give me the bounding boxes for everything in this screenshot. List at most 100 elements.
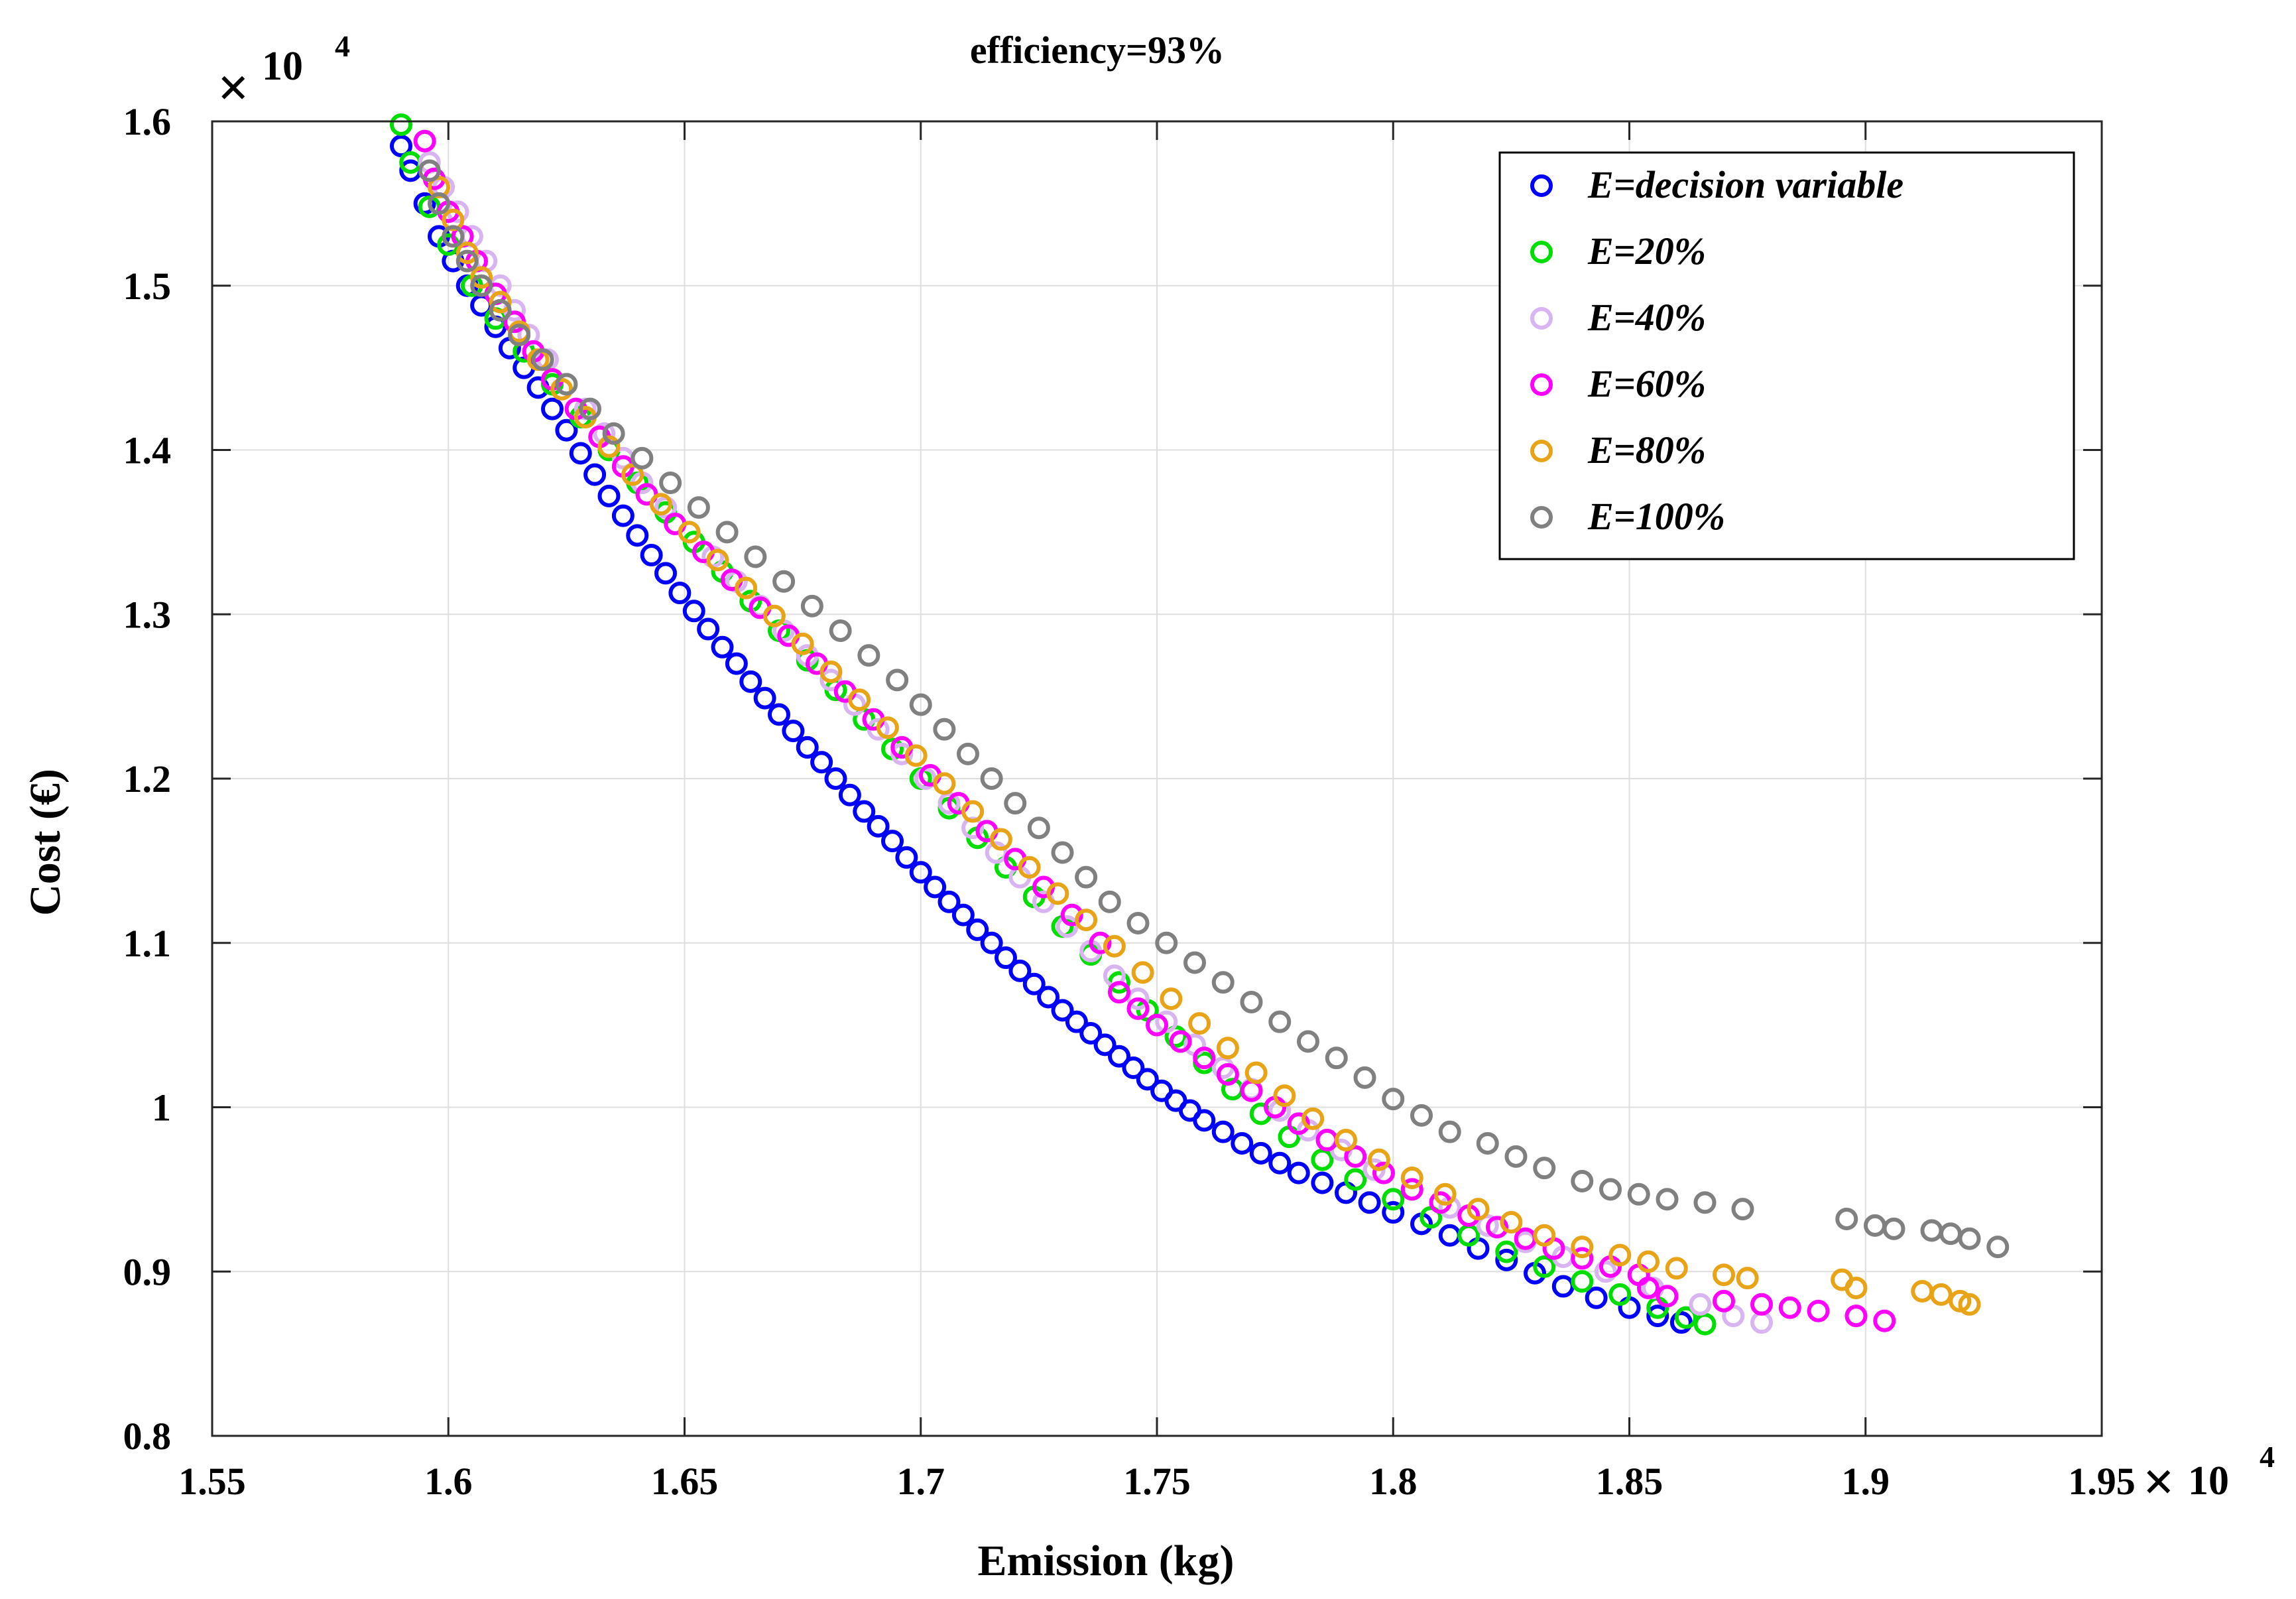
data-point: [428, 192, 450, 215]
y-tick-label: 1.4: [123, 429, 172, 472]
data-point: [455, 241, 479, 265]
y-tick-label: 1: [152, 1086, 171, 1129]
data-point: [810, 751, 833, 774]
data-point: [1533, 1224, 1556, 1247]
data-point: [1244, 1061, 1268, 1084]
data-point: [1183, 951, 1206, 974]
data-point: [1268, 1151, 1292, 1175]
data-point: [1126, 997, 1150, 1020]
data-point: [1656, 1285, 1679, 1308]
data-point: [1004, 792, 1027, 815]
data-point: [904, 744, 928, 767]
data-point: [895, 846, 918, 869]
y-tick-label: 0.9: [123, 1250, 172, 1293]
x-tick-label: 1.75: [1123, 1460, 1191, 1503]
x-exponent-power: 4: [2260, 1440, 2275, 1474]
x-tick-label: 1.85: [1596, 1460, 1663, 1503]
data-point: [762, 604, 786, 627]
data-point: [1504, 1145, 1528, 1168]
data-point: [735, 576, 758, 600]
data-point: [1311, 1171, 1334, 1194]
data-point: [1594, 1260, 1617, 1283]
data-point: [1433, 1183, 1457, 1206]
data-point: [1400, 1178, 1423, 1201]
data-point: [1211, 1120, 1235, 1143]
data-point: [508, 324, 531, 347]
data-point: [390, 135, 412, 158]
data-point: [1665, 1257, 1688, 1280]
data-point: [1571, 1270, 1594, 1293]
y-axis-title: Cost (€): [21, 769, 70, 916]
data-point: [961, 800, 985, 823]
data-point: [1599, 1178, 1622, 1201]
data-point: [470, 274, 493, 297]
data-point: [995, 946, 1017, 970]
data-point: [857, 644, 880, 667]
data-point: [1382, 1188, 1405, 1211]
data-point: [1353, 1066, 1376, 1089]
data-point: [611, 504, 634, 527]
legend-label: E=60%: [1587, 362, 1706, 405]
data-point: [1103, 934, 1126, 958]
data-point: [1736, 1267, 1759, 1290]
data-point: [937, 890, 961, 913]
data-point: [1693, 1312, 1717, 1336]
data-point: [1325, 1047, 1348, 1070]
data-point: [1731, 1198, 1754, 1221]
data-point: [853, 800, 876, 823]
data-point: [1211, 971, 1235, 994]
data-point: [1929, 1283, 1953, 1306]
series-3: [413, 129, 1896, 1332]
data-point: [1608, 1244, 1632, 1267]
data-point: [1646, 1305, 1669, 1328]
x-axis-title: Emission (kg): [978, 1537, 1235, 1585]
data-point: [541, 397, 564, 420]
data-point: [455, 249, 479, 273]
data-point: [1382, 1201, 1405, 1224]
data-point: [1533, 1255, 1556, 1278]
legend-label: E=80%: [1587, 428, 1706, 472]
legend-label: E=decision variable: [1587, 163, 1903, 206]
data-point: [1169, 1030, 1192, 1053]
data-point: [1675, 1306, 1697, 1329]
data-point: [1637, 1277, 1660, 1300]
x-tick-label: 1.6: [424, 1460, 473, 1503]
data-point: [489, 290, 512, 314]
data-point: [418, 159, 441, 182]
data-point: [1051, 841, 1074, 864]
data-point: [1585, 1286, 1608, 1309]
data-point: [980, 931, 1003, 954]
data-point: [1146, 1013, 1168, 1037]
legend-label: E=40%: [1587, 296, 1706, 339]
series-4: [428, 176, 1981, 1316]
data-point: [1410, 1104, 1433, 1127]
data-point: [1027, 816, 1050, 840]
data-point: [876, 716, 899, 739]
data-point: [1495, 1240, 1518, 1263]
data-point: [1287, 1112, 1310, 1135]
data-point: [848, 688, 871, 712]
data-point: [985, 841, 1008, 864]
y-tick-labels: 0.8 0.9 1 1.1 1.2 1.3 1.4 1.5 1.6: [123, 100, 172, 1458]
data-point: [744, 545, 767, 568]
data-point: [1476, 1132, 1499, 1155]
data-point: [824, 767, 847, 790]
data-point: [1750, 1293, 1773, 1316]
data-point: [555, 418, 578, 442]
data-point: [1400, 1167, 1423, 1190]
data-point: [1240, 990, 1263, 1013]
data-point: [1122, 1056, 1145, 1080]
x-tick-label: 1.9: [1842, 1460, 1890, 1503]
data-point: [980, 767, 1003, 790]
data-point: [838, 783, 861, 806]
data-point: [1075, 909, 1098, 932]
data-point: [1495, 1248, 1518, 1271]
data-point: [1571, 1169, 1594, 1192]
x-tick-label: 1.8: [1369, 1460, 1418, 1503]
data-point: [989, 828, 1012, 851]
data-point: [1958, 1293, 1981, 1316]
data-point: [668, 582, 692, 605]
data-point: [1108, 1045, 1130, 1068]
data-point: [1882, 1217, 1905, 1240]
